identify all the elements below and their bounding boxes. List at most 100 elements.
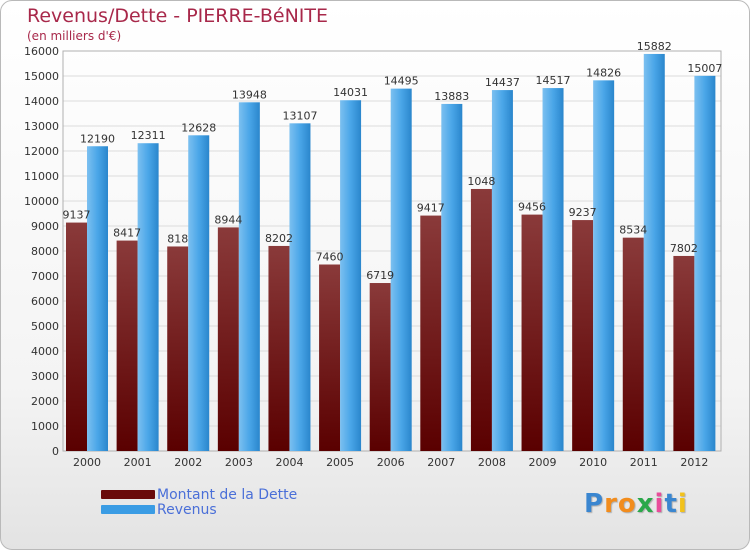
bar-revenus [694,75,716,451]
data-label-debt: 8534 [619,224,647,237]
bar-debt [420,215,442,451]
x-tick-label: 2006 [377,456,405,469]
data-label-debt: 9237 [569,206,597,219]
y-tick-label: 12000 [24,145,59,158]
data-label-revenus: 12628 [181,121,216,134]
bar-debt [369,283,391,451]
data-label-debt: 7802 [670,242,698,255]
y-tick-label: 5000 [31,320,59,333]
data-label-revenus: 13948 [232,88,267,101]
x-tick-label: 2001 [124,456,152,469]
bar-revenus [542,88,564,451]
bar-revenus [593,80,615,451]
data-label-revenus: 13883 [434,90,469,103]
y-tick-label: 15000 [24,70,59,83]
bar-debt [167,246,189,451]
x-tick-label: 2009 [529,456,557,469]
data-label-debt: 6719 [366,269,394,282]
bar-revenus [188,135,210,452]
data-label-debt: 9456 [518,201,546,214]
legend-swatch-revenus [101,505,155,514]
y-tick-label: 14000 [24,95,59,108]
logo-letter: i [654,489,665,519]
data-label-debt: 7460 [316,251,344,264]
x-tick-label: 2004 [275,456,303,469]
logo-letter: P [584,489,605,519]
data-label-revenus: 14437 [485,76,520,89]
data-label-debt: 9417 [417,202,445,215]
y-tick-label: 4000 [31,345,59,358]
bar-revenus [643,53,665,451]
bar-debt [470,188,492,451]
data-label-debt: 1048 [467,175,495,188]
x-tick-label: 2012 [680,456,708,469]
x-tick-label: 2007 [427,456,455,469]
chart-legend: Montant de la Dette Revenus [101,486,298,518]
bar-debt [673,255,695,451]
legend-label-revenus: Revenus [157,501,217,518]
bar-revenus [441,103,463,452]
y-tick-label: 7000 [31,270,59,283]
bar-debt [268,245,290,451]
y-tick-label: 16000 [24,45,59,58]
bar-revenus [87,146,108,451]
data-label-revenus: 15882 [637,40,672,53]
y-tick-label: 11000 [24,170,59,183]
data-label-debt: 9137 [63,209,91,222]
bar-debt [217,227,239,451]
logo-letter: t [664,489,678,519]
data-label-revenus: 12311 [131,129,166,142]
logo-letter: r [604,489,618,519]
proxiti-logo: Proxiti [584,489,688,519]
legend-label-debt: Montant de la Dette [157,486,298,503]
bar-debt [319,264,341,451]
x-tick-label: 2005 [326,456,354,469]
data-label-debt: 818 [167,232,188,245]
x-tick-label: 2011 [630,456,658,469]
chart-title: Revenus/Dette - PIERRE-BéNITE [27,5,329,27]
legend-item-debt: Montant de la Dette [101,486,298,503]
bar-revenus [289,123,311,451]
bar-revenus [137,143,159,451]
legend-swatch-debt [101,490,155,499]
bar-debt [521,214,543,451]
data-label-revenus: 15007 [687,62,722,75]
data-label-revenus: 12190 [80,132,115,145]
data-label-revenus: 13107 [282,109,317,122]
y-tick-label: 0 [52,445,59,458]
y-tick-label: 8000 [31,245,59,258]
bar-revenus [390,88,412,451]
y-tick-label: 13000 [24,120,59,133]
x-tick-label: 2000 [73,456,101,469]
bar-revenus [238,102,260,452]
y-tick-label: 6000 [31,295,59,308]
bar-revenus [340,100,362,451]
x-tick-label: 2003 [225,456,253,469]
y-tick-label: 2000 [31,395,59,408]
data-label-debt: 8202 [265,232,293,245]
logo-letter: o [617,489,637,519]
bar-debt [116,240,138,451]
bar-revenus [491,90,513,451]
logo-letter: x [636,489,655,519]
chart-subtitle: (en milliers d'€) [27,29,122,43]
x-tick-label: 2008 [478,456,506,469]
data-label-revenus: 14826 [586,66,621,79]
bar-debt [572,220,594,451]
legend-item-revenus: Revenus [101,501,297,518]
data-label-revenus: 14495 [384,75,419,88]
y-tick-label: 9000 [31,220,59,233]
data-label-revenus: 14517 [536,74,571,87]
y-tick-label: 3000 [31,370,59,383]
logo-letter: i [677,489,688,519]
bar-debt [66,222,87,451]
bar-debt [622,237,644,451]
x-tick-label: 2010 [579,456,607,469]
data-label-revenus: 14031 [333,86,368,99]
x-tick-label: 2002 [174,456,202,469]
y-tick-label: 10000 [24,195,59,208]
data-label-debt: 8417 [113,227,141,240]
y-tick-label: 1000 [31,420,59,433]
